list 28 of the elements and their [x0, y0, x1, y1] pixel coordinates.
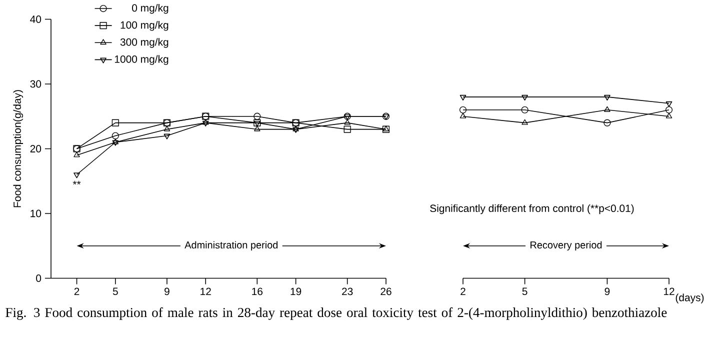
x-tick-label: 16 [252, 288, 263, 296]
y-tick-label: 0 [36, 274, 42, 282]
annotation: Significantly different from control (**p<0.01) [430, 204, 634, 214]
legend-label: 1000 mg/kg [114, 55, 168, 65]
caption: Fig. 3 Food consumption of male rats in 28-day repeat dose oral toxicity test of 2-(4-morpholinyldithio) benzothiazole [6, 307, 667, 320]
y-tick-label: 10 [30, 210, 42, 218]
legend-label: 100 mg/kg [120, 20, 168, 31]
y-tick-label: 20 [30, 144, 42, 152]
x-tick-label: 9 [164, 288, 170, 296]
x-tick-label: 5 [522, 288, 528, 295]
y-tick-label: 30 [30, 80, 42, 88]
x-tick-label: 2 [74, 288, 80, 295]
annotation: ** [72, 180, 81, 184]
x-tick-label: 12 [664, 288, 674, 295]
annotation: Recovery period [530, 241, 602, 250]
x-axis-title: (days) [676, 293, 704, 304]
annotation: Administration period [184, 241, 278, 250]
x-tick-label: 2 [460, 288, 466, 295]
x-tick-label: 26 [380, 288, 392, 296]
legend-label: 0 mg/kg [132, 4, 168, 14]
y-axis-title: Food consumption(g/day) [13, 90, 24, 208]
x-tick-label: 12 [200, 288, 211, 295]
x-tick-label: 19 [290, 288, 302, 296]
x-tick-label: 9 [604, 288, 610, 296]
legend-label: 300 mg/kg [120, 38, 168, 48]
x-tick-label: 5 [112, 288, 118, 295]
x-tick-label: 23 [342, 288, 353, 296]
y-tick-label: 40 [30, 15, 42, 23]
